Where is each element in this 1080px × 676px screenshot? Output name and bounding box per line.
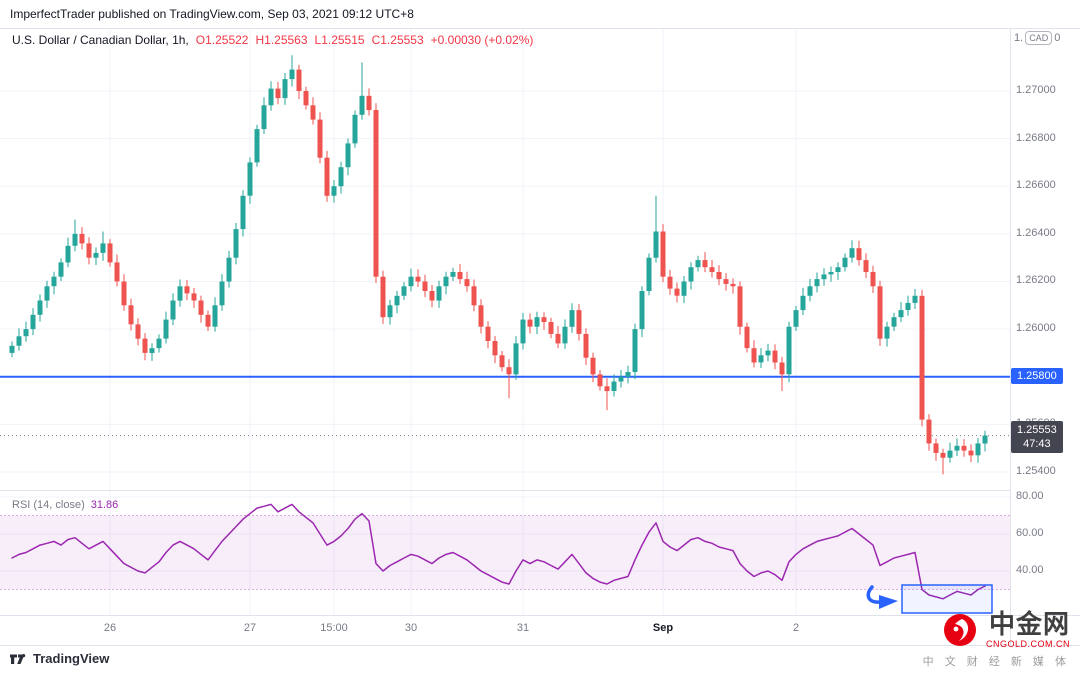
time-axis-separator bbox=[0, 615, 1080, 616]
tradingview-footer[interactable]: TradingView bbox=[10, 651, 109, 666]
price-axis-separator bbox=[1010, 28, 1011, 645]
bar-countdown: 47:43 bbox=[1023, 437, 1051, 450]
rsi-title-text: RSI (14, close) bbox=[12, 499, 85, 511]
chart-bottom-border bbox=[0, 645, 1080, 646]
ohlc-open: O1.25522 bbox=[195, 33, 249, 47]
tradingview-logo-icon bbox=[10, 654, 26, 664]
annotation-box[interactable] bbox=[901, 584, 993, 614]
ohlc-high: H1.25563 bbox=[255, 33, 308, 47]
rsi-legend: RSI (14, close) 31.86 bbox=[12, 499, 118, 511]
currency-badge: 1. CAD 0 bbox=[1014, 31, 1060, 45]
tradingview-label: TradingView bbox=[33, 651, 110, 666]
rsi-band bbox=[0, 515, 1010, 590]
cngold-name: 中金网 bbox=[988, 609, 1070, 639]
currency-suffix: 0 bbox=[1054, 32, 1061, 44]
ohlc-low: L1.25515 bbox=[314, 33, 365, 47]
rsi-value: 31.86 bbox=[90, 499, 119, 511]
attribution-text: ImperfectTrader published on TradingView… bbox=[10, 7, 414, 21]
cngold-watermark: 中金网 CNGOLD.COM.CN 中 文 财 经 新 媒 体 bbox=[923, 610, 1070, 669]
chart-top-border bbox=[0, 28, 1080, 29]
symbol-legend: U.S. Dollar / Canadian Dollar, 1h, O1.255… bbox=[12, 33, 533, 47]
currency-pill: CAD bbox=[1025, 31, 1053, 45]
rsi-line bbox=[11, 503, 986, 600]
last-price-value: 1.25553 bbox=[1017, 423, 1057, 436]
candles-series bbox=[9, 55, 988, 475]
ohlc-change: +0.00030 (+0.02%) bbox=[430, 33, 534, 47]
symbol-title: U.S. Dollar / Canadian Dollar, 1h, bbox=[12, 33, 189, 47]
ohlc-close: C1.25553 bbox=[371, 33, 424, 47]
cngold-logo-icon bbox=[943, 613, 976, 646]
cngold-tagline: 中 文 财 经 新 媒 体 bbox=[922, 656, 1070, 668]
currency-prefix: 1. bbox=[1014, 32, 1024, 44]
annotation-arrow-head[interactable] bbox=[879, 595, 898, 609]
last-price-tag: 1.25553 47:43 bbox=[1011, 420, 1063, 453]
level-price-tag: 1.25800 bbox=[1011, 367, 1063, 384]
pane-separator bbox=[0, 490, 1010, 491]
annotation-group[interactable] bbox=[866, 584, 993, 614]
annotation-arrow-tail[interactable] bbox=[866, 585, 882, 604]
cngold-domain: CNGOLD.COM.CN bbox=[985, 639, 1070, 649]
